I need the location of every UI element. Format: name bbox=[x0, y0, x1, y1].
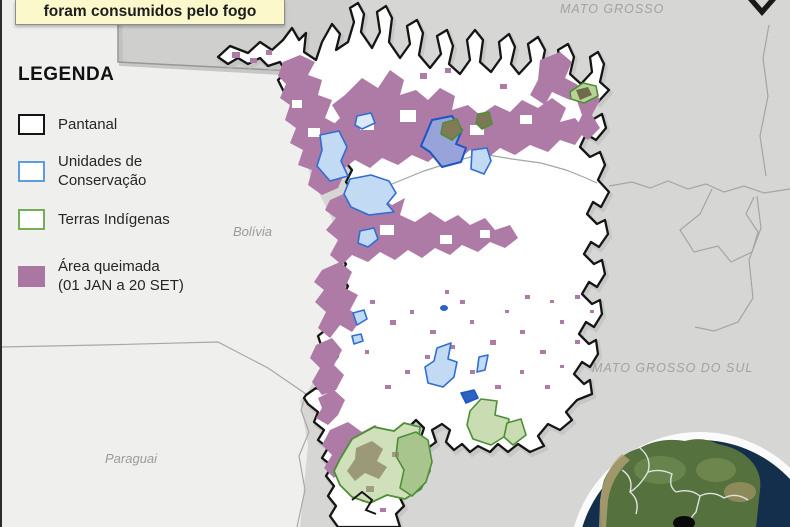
legend-item-pantanal: Pantanal bbox=[18, 114, 117, 135]
legend-item-burned-area: Área queimada (01 JAN a 20 SET) bbox=[18, 257, 184, 295]
burned-area-swatch bbox=[18, 265, 45, 287]
map-frame-border bbox=[0, 0, 2, 527]
legend-item-label: Terras Indígenas bbox=[58, 211, 170, 228]
globe-halo bbox=[574, 432, 790, 527]
legend-item-label: Unidades de Conservação bbox=[58, 153, 147, 189]
indigenous-lands-swatch bbox=[18, 209, 45, 230]
legend-item-label: Área queimada (01 JAN a 20 SET) bbox=[58, 258, 184, 294]
bolivia-paraguay-border bbox=[0, 341, 310, 527]
mt-ms-state-line bbox=[357, 24, 790, 332]
label-paraguai: Paraguai bbox=[105, 451, 158, 466]
label-mato-grosso: MATO GROSSO bbox=[560, 2, 665, 16]
globe-inset bbox=[574, 432, 790, 527]
country-borders bbox=[621, 447, 749, 527]
title-banner: foram consumidos pelo fogo bbox=[15, 0, 285, 25]
conservation-units-swatch bbox=[18, 160, 45, 182]
pantanal-swatch bbox=[18, 114, 45, 135]
legend-item-indigenous-lands: Terras Indígenas bbox=[18, 209, 170, 230]
legend-item-label: Pantanal bbox=[58, 116, 118, 133]
conservation-units bbox=[316, 112, 492, 404]
pantanal-location-marker bbox=[673, 516, 695, 527]
bolivia-paraguay-area bbox=[0, 0, 352, 527]
legend-title: LEGENDA bbox=[18, 64, 115, 85]
indigenous-lands bbox=[333, 82, 599, 504]
north-arrow-icon bbox=[748, 0, 776, 16]
andes-strip bbox=[599, 454, 630, 527]
label-bolivia: Bolívia bbox=[233, 224, 273, 239]
legend-item-conservation-units: Unidades de Conservação bbox=[18, 152, 146, 190]
river-squiggle bbox=[351, 490, 377, 515]
label-mato-grosso-do-sul: MATO GROSSO DO SUL bbox=[592, 361, 754, 375]
